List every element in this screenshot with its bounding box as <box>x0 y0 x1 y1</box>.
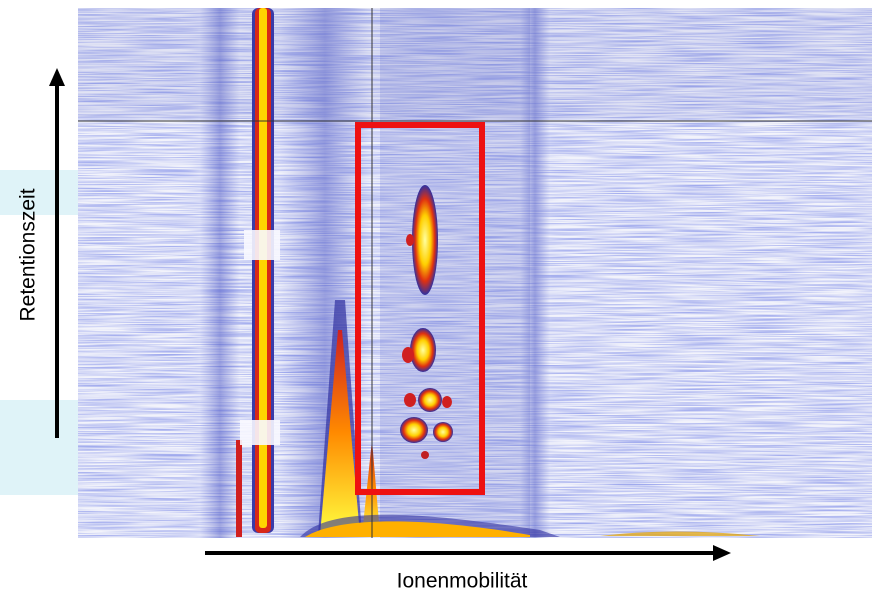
heatmap <box>78 8 872 538</box>
figure: Retentionszeit Ionenmobilität <box>0 0 872 594</box>
page: Retentionszeit Ionenmobilität (() => { c… <box>0 0 872 594</box>
x-axis-label: Ionenmobilität <box>397 570 528 593</box>
y-arrow <box>49 68 65 438</box>
side-stripe <box>0 170 80 215</box>
side-stripe <box>0 400 80 495</box>
x-arrow <box>205 545 731 561</box>
y-axis-label: Retentionszeit <box>17 188 40 321</box>
